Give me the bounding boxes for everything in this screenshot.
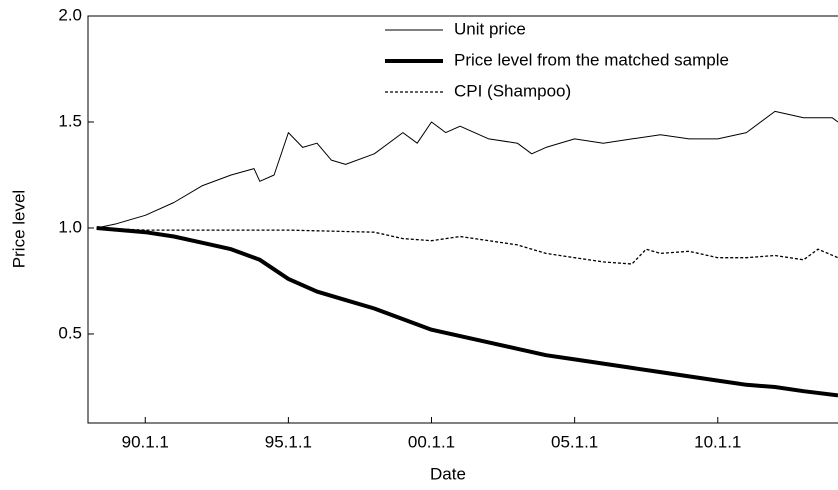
x-tick-label: 95.1.1 — [265, 432, 312, 451]
y-tick-label: 2.0 — [58, 5, 82, 24]
plot-frame — [87, 15, 838, 424]
y-tick-label: 1.0 — [58, 217, 82, 236]
x-tick-label: 00.1.1 — [408, 432, 455, 451]
legend-label: Price level from the matched sample — [454, 50, 729, 69]
series-line — [96, 110, 838, 229]
legend-label: CPI (Shampoo) — [454, 81, 571, 100]
series-line — [96, 227, 838, 265]
x-tick-label: 90.1.1 — [122, 432, 169, 451]
legend-label: Unit price — [454, 19, 526, 38]
x-axis-label: Date — [430, 464, 466, 483]
x-tick-label: 05.1.1 — [551, 432, 598, 451]
series-line — [96, 226, 838, 398]
y-axis-label: Price level — [9, 190, 28, 268]
y-tick-label: 1.5 — [58, 111, 82, 130]
x-tick-label: 10.1.1 — [694, 432, 741, 451]
y-tick-label: 0.5 — [58, 323, 82, 342]
